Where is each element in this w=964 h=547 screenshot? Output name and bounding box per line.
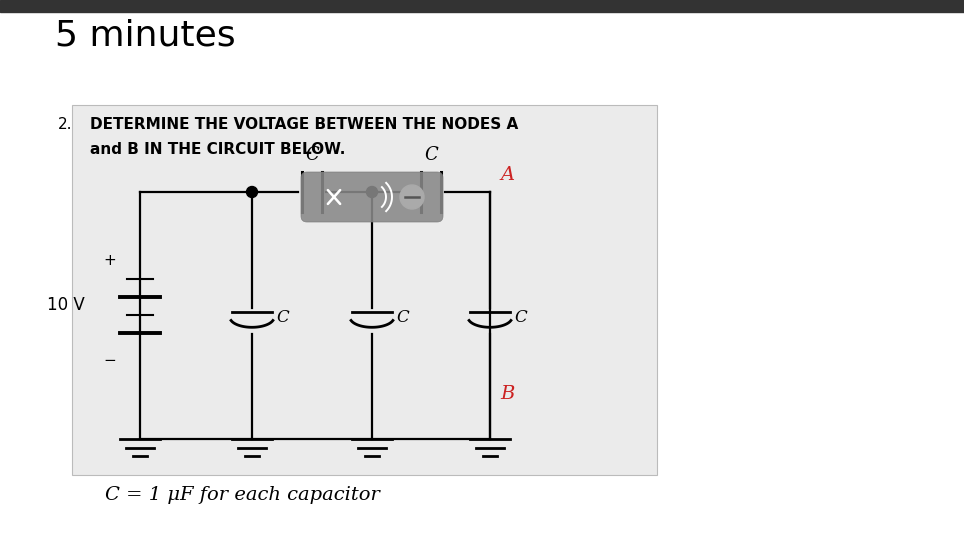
Circle shape — [366, 187, 378, 197]
Circle shape — [400, 185, 424, 209]
Text: −: − — [103, 353, 117, 368]
Text: C: C — [276, 309, 289, 326]
Text: and B IN THE CIRCUIT BELOW.: and B IN THE CIRCUIT BELOW. — [90, 142, 345, 157]
Bar — [72, 105, 657, 475]
Text: A: A — [500, 166, 514, 184]
Text: C: C — [306, 146, 319, 164]
Text: B: B — [500, 385, 515, 403]
Circle shape — [247, 187, 257, 197]
Text: 2.: 2. — [58, 117, 72, 132]
Text: DETERMINE THE VOLTAGE BETWEEN THE NODES A: DETERMINE THE VOLTAGE BETWEEN THE NODES … — [90, 117, 519, 132]
Text: C: C — [396, 309, 409, 326]
Text: C: C — [514, 309, 526, 326]
FancyBboxPatch shape — [301, 172, 443, 222]
Text: 5 minutes: 5 minutes — [55, 19, 235, 53]
Text: 10 V: 10 V — [47, 296, 85, 315]
Bar — [0, 0, 964, 12]
Text: C = 1 μF for each capacitor: C = 1 μF for each capacitor — [105, 486, 380, 504]
Text: C: C — [424, 146, 438, 164]
Text: +: + — [103, 253, 117, 268]
